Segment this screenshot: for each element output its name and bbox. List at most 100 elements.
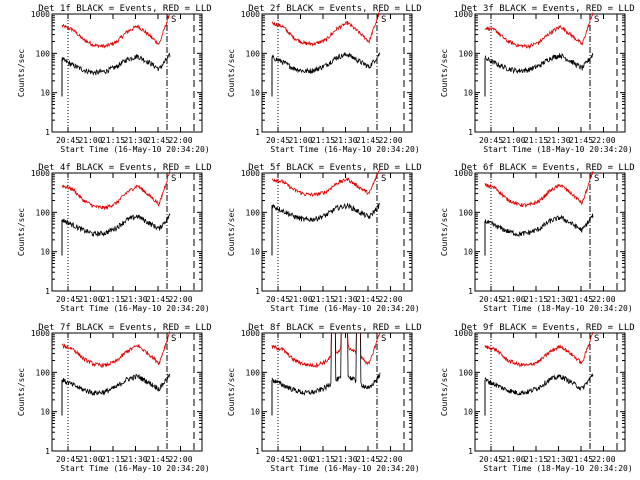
panel-title: Det 2f BLACK = Events, RED = LLD: [248, 4, 421, 14]
y-axis-label: Counts/sec: [440, 368, 449, 416]
x-tick-label: 21:15: [101, 295, 125, 304]
x-tick-label: 21:00: [501, 455, 525, 464]
x-tick-label: 21:45: [356, 455, 380, 464]
x-tick-label: 21:30: [123, 295, 147, 304]
x-tick-label: 20:45: [266, 295, 290, 304]
panel-5: Det 5f BLACK = Events, RED = LLD 1 10 100 10…: [227, 163, 422, 313]
corner-label: S: [381, 334, 386, 344]
plot-frame: [51, 172, 203, 292]
y-tick-label: 100: [246, 49, 261, 58]
plot-frame: [474, 13, 626, 133]
lld-series-line: [271, 332, 381, 369]
panel-4: Det 4f BLACK = Events, RED = LLD 1 10 100 10…: [17, 163, 212, 313]
x-tick-label: 21:00: [501, 295, 525, 304]
y-tick-label: 1: [255, 287, 260, 296]
x-tick-label: 21:00: [288, 136, 312, 145]
x-tick-label: 21:00: [78, 455, 102, 464]
x-tick-label: 22:00: [591, 455, 615, 464]
y-tick-label: 1: [255, 128, 260, 137]
x-tick-label: 22:00: [591, 136, 615, 145]
panel-8: Det 8f BLACK = Events, RED = LLD 1 10 100 10…: [227, 323, 422, 473]
corner-label: S: [594, 174, 599, 184]
plot-frame: [261, 172, 413, 292]
x-tick-label: 21:30: [123, 136, 147, 145]
x-tick-label: 22:00: [378, 455, 402, 464]
y-axis-label: Counts/sec: [17, 208, 26, 256]
x-tick-label: 21:15: [311, 295, 335, 304]
y-axis-label: Counts/sec: [227, 368, 236, 416]
y-tick-label: 1000: [241, 329, 260, 338]
y-tick-label: 100: [36, 49, 51, 58]
y-axis-label: Counts/sec: [440, 208, 449, 256]
x-tick-label: 21:45: [569, 136, 593, 145]
x-tick-label: 21:00: [288, 295, 312, 304]
corner-label: S: [594, 15, 599, 25]
lld-series-line: [61, 331, 171, 369]
y-tick-label: 1000: [454, 329, 473, 338]
x-tick-label: 21:30: [546, 136, 570, 145]
lld-series-line: [484, 170, 594, 208]
y-tick-label: 1: [468, 287, 473, 296]
x-tick-label: 21:30: [333, 455, 357, 464]
panel-title: Det 1f BLACK = Events, RED = LLD: [38, 4, 211, 14]
x-tick-label: 21:45: [569, 455, 593, 464]
plot-frame: [51, 13, 203, 133]
x-axis-label: Start Time (16-May-10 20:34:20): [270, 464, 419, 473]
corner-label: S: [171, 334, 176, 344]
x-axis-label: Start Time (16-May-10 20:34:20): [60, 145, 209, 154]
x-tick-label: 21:15: [524, 455, 548, 464]
panel-title: Det 7f BLACK = Events, RED = LLD: [38, 323, 211, 333]
x-tick-label: 21:15: [101, 455, 125, 464]
y-tick-label: 10: [250, 248, 260, 257]
panel-3: Det 3f BLACK = Events, RED = LLD 1 10 100 10…: [440, 4, 635, 154]
lld-series-line: [271, 10, 381, 47]
x-tick-label: 21:00: [501, 136, 525, 145]
y-tick-label: 1: [45, 287, 50, 296]
x-tick-label: 22:00: [591, 295, 615, 304]
plot-frame: [474, 172, 626, 292]
y-tick-label: 1000: [241, 169, 260, 178]
x-tick-label: 20:45: [56, 136, 80, 145]
lld-series-line: [271, 168, 381, 198]
panel-1: Det 1f BLACK = Events, RED = LLD 1 10 100 10…: [17, 4, 212, 154]
x-tick-label: 21:00: [78, 295, 102, 304]
y-tick-label: 1: [45, 128, 50, 137]
lld-series-line: [61, 169, 171, 211]
x-tick-label: 21:00: [78, 136, 102, 145]
events-series-line: [271, 332, 381, 397]
events-series-line: [484, 52, 594, 75]
panel-9: Det 9f BLACK = Events, RED = LLD 1 10 100 10…: [440, 323, 635, 473]
events-series-line: [61, 213, 171, 238]
y-tick-label: 10: [250, 89, 260, 98]
y-tick-label: 1: [468, 128, 473, 137]
panel-6: Det 6f BLACK = Events, RED = LLD 1 10 100 10…: [440, 163, 635, 313]
plot-frame: [261, 332, 413, 452]
panel-title: Det 9f BLACK = Events, RED = LLD: [461, 323, 634, 333]
events-series-line: [484, 213, 594, 238]
y-tick-label: 1000: [31, 10, 50, 19]
x-tick-label: 21:45: [356, 136, 380, 145]
y-tick-label: 100: [246, 368, 261, 377]
y-tick-label: 1000: [454, 169, 473, 178]
x-tick-label: 20:45: [266, 136, 290, 145]
x-axis-label: Start Time (18-May-10 20:34:20): [483, 304, 632, 313]
x-tick-label: 21:15: [311, 136, 335, 145]
corner-label: S: [594, 334, 599, 344]
y-tick-label: 1000: [454, 10, 473, 19]
x-axis-label: Start Time (16-May-10 20:34:20): [60, 304, 209, 313]
corner-label: S: [171, 15, 176, 25]
x-axis-label: Start Time (16-May-10 20:34:20): [60, 464, 209, 473]
y-tick-label: 100: [246, 208, 261, 217]
x-tick-label: 21:00: [288, 455, 312, 464]
panel-title: Det 6f BLACK = Events, RED = LLD: [461, 163, 634, 173]
events-series-line: [271, 52, 381, 75]
x-tick-label: 21:45: [146, 295, 170, 304]
x-tick-label: 21:30: [333, 136, 357, 145]
x-axis-label: Start Time (16-May-10 20:34:20): [270, 145, 419, 154]
plot-frame: [51, 332, 203, 452]
events-series-line: [271, 203, 381, 223]
plot-frame: [261, 13, 413, 133]
x-tick-label: 21:30: [546, 295, 570, 304]
y-tick-label: 100: [459, 49, 474, 58]
